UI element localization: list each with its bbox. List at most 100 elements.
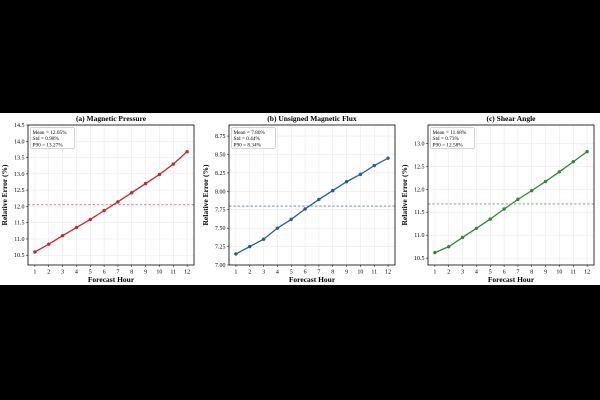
y-tick-label: 11.0	[14, 237, 24, 243]
x-tick-label: 4	[475, 270, 478, 276]
data-point	[585, 149, 589, 154]
chart-panel-1: 1 2 3 4 5 6 7 8 9 10 11 1210.511.011.512.012.513.01…	[0, 114, 195, 284]
x-tick-label: 12	[584, 270, 590, 276]
y-tick-label: 13.0	[414, 141, 425, 147]
y-tick-label: 13.0	[14, 172, 25, 178]
stats-box	[430, 127, 475, 149]
y-tick-label: 7.25	[215, 245, 226, 251]
x-tick-label: 5	[290, 270, 293, 276]
x-tick-label: 1	[433, 270, 436, 276]
chart-title: (c) Shear Angle	[486, 114, 536, 123]
y-tick-label: 13.5	[14, 156, 25, 162]
x-tick-label: 7	[317, 270, 320, 276]
plot-frame	[228, 124, 396, 266]
series-line	[235, 157, 389, 255]
y-tick-label: 12.0	[14, 204, 25, 210]
x-tick-label: 8	[130, 270, 133, 276]
x-tick-label: 9	[144, 270, 147, 276]
y-tick-label: 8.75	[215, 134, 226, 140]
data-point	[516, 197, 520, 202]
data-point	[557, 170, 562, 174]
x-tick-label: 8	[530, 270, 533, 276]
y-tick-label: 8.00	[215, 189, 226, 195]
x-tick-label: 3	[61, 270, 64, 276]
series-line	[434, 151, 588, 254]
y-tick-label: 12.0	[414, 187, 425, 193]
x-tick-label: 11	[170, 270, 176, 276]
y-tick-label: 7.50	[215, 226, 226, 232]
figure-background	[0, 113, 600, 285]
data-point	[331, 188, 335, 193]
data-point	[502, 207, 506, 211]
x-tick-label: 4	[75, 270, 78, 276]
x-tick-label: 10	[156, 270, 162, 276]
x-tick-label: 6	[304, 270, 307, 276]
y-axis-label: Relative Error (%)	[400, 164, 409, 225]
x-tick-label: 12	[385, 270, 391, 276]
data-point	[157, 172, 162, 177]
y-tick-label: 11.5	[414, 210, 424, 216]
data-point	[386, 156, 390, 160]
x-tick-label: 2	[47, 270, 50, 276]
data-point	[33, 250, 37, 254]
y-tick-label: 11.0	[414, 233, 424, 239]
data-point	[543, 179, 548, 184]
chart-panel-2: 1 2 3 4 5 6 7 8 9 10 11 127.007.257.507.758.008.258…	[201, 114, 396, 284]
stats-line: P90 = 8.34%	[234, 142, 262, 148]
plot-frame	[427, 124, 595, 266]
stats-line: Std = 0.98%	[33, 136, 60, 142]
stats-line: P90 = 13.27%	[33, 142, 64, 148]
data-point	[433, 250, 437, 255]
data-point	[130, 191, 134, 195]
stats-line: Mean = 12.05%	[33, 130, 68, 136]
x-axis-label: Forecast Hour	[289, 275, 336, 284]
data-point	[317, 197, 321, 202]
y-tick-label: 11.5	[14, 221, 24, 227]
chart-title: (a) Magnetic Pressure	[76, 114, 147, 123]
data-point	[474, 226, 479, 230]
x-tick-label: 8	[331, 270, 334, 276]
y-tick-label: 10.5	[414, 256, 425, 262]
y-axis-label: Relative Error (%)	[201, 164, 210, 225]
data-point	[185, 149, 189, 154]
stats-box	[231, 127, 276, 149]
x-tick-label: 5	[89, 270, 92, 276]
data-point	[303, 207, 307, 211]
stats-line: P90 = 12.58%	[433, 142, 464, 148]
x-tick-label: 4	[276, 270, 279, 276]
data-point	[143, 181, 148, 186]
x-axis-label: Forecast Hour	[488, 275, 535, 284]
x-tick-label: 3	[262, 270, 265, 276]
data-point	[344, 180, 349, 184]
data-point	[261, 237, 266, 241]
x-tick-label: 7	[116, 270, 119, 276]
x-tick-label: 10	[556, 270, 562, 276]
data-point	[447, 244, 451, 249]
y-tick-label: 8.50	[215, 152, 226, 158]
y-axis-label: Relative Error (%)	[0, 164, 9, 225]
data-point	[488, 217, 492, 221]
x-tick-label: 3	[461, 270, 464, 276]
data-point	[571, 160, 575, 164]
stats-line: Mean = 11.68%	[433, 130, 467, 136]
data-point	[358, 172, 363, 177]
data-point	[248, 244, 252, 249]
y-tick-label: 12.5	[414, 164, 425, 170]
data-point	[102, 208, 106, 213]
data-point	[275, 226, 280, 230]
plot-frame	[27, 124, 195, 266]
stats-line: Std = 0.44%	[234, 136, 261, 142]
data-point	[372, 163, 376, 168]
x-tick-label: 2	[248, 270, 251, 276]
chart-title: (b) Unsigned Magnetic Flux	[267, 114, 357, 123]
series-line	[34, 151, 188, 253]
chart-panel-3: 1 2 3 4 5 6 7 8 9 10 11 1210.511.011.512.012.513.0(…	[400, 114, 595, 284]
data-point	[116, 200, 120, 204]
stats-line: Mean = 7.80%	[234, 130, 266, 136]
x-tick-label: 6	[103, 270, 106, 276]
x-tick-label: 10	[357, 270, 363, 276]
stats-box	[30, 127, 75, 149]
x-tick-label: 7	[516, 270, 519, 276]
y-tick-label: 7.75	[215, 208, 226, 214]
data-point	[171, 162, 175, 166]
